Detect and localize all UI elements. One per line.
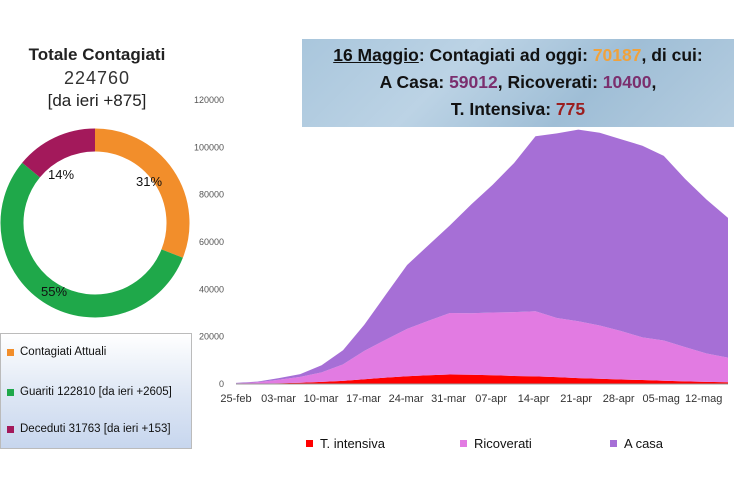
legend-swatch-guariti — [7, 388, 14, 396]
x-tick-label: 12-mag — [685, 393, 722, 405]
x-tick-label: 14-apr — [518, 393, 550, 405]
headline-current-value: 70187 — [592, 45, 642, 65]
y-tick-label: 40000 — [199, 284, 224, 294]
chart-legend-label-a-casa: A casa — [624, 436, 664, 451]
y-tick-label: 80000 — [199, 190, 224, 200]
chart-legend-swatch-t-intensiva — [306, 440, 313, 447]
headline-hosp-suffix: , — [651, 72, 657, 92]
x-tick-label: 24-mar — [389, 393, 424, 405]
area-chart: 0 20000 40000 60000 80000 100000 120000 25-feb 0… — [194, 95, 728, 451]
summary-panel: Totale Contagiati 224760 [da ieri +875] — [0, 44, 194, 112]
x-tick-label: 21-apr — [560, 393, 592, 405]
headline-line-1: 16 Maggio: Contagiati ad oggi: 70187, di… — [302, 42, 734, 69]
headline-home-label: A Casa: — [379, 72, 450, 92]
x-tick-label: 17-mar — [346, 393, 381, 405]
legend-label-contagiati: Contagiati Attuali — [20, 346, 107, 358]
donut-legend: Contagiati Attuali Guariti 122810 [da ie… — [0, 333, 192, 449]
headline-banner: 16 Maggio: Contagiati ad oggi: 70187, di… — [302, 39, 734, 127]
headline-line-2: A Casa: 59012, Ricoverati: 10400, — [302, 69, 734, 96]
area-series-a-casa — [236, 129, 728, 384]
donut-slice-contagiati-attuali — [94, 128, 190, 258]
headline-line-3: T. Intensiva: 775 — [302, 96, 734, 123]
legend-swatch-deceduti — [7, 425, 14, 433]
x-tick-label: 25-feb — [220, 393, 251, 405]
legend-item-guariti: Guariti 122810 [da ieri +2605] — [7, 386, 172, 398]
legend-label-deceduti: Deceduti 31763 [da ieri +153] — [20, 423, 171, 435]
donut-label-deceduti: 14% — [48, 167, 74, 182]
y-tick-label: 100000 — [194, 142, 224, 152]
headline-current-suffix: , di cui: — [641, 45, 703, 65]
donut-label-contagiati-attuali: 31% — [136, 174, 162, 189]
summary-title: Totale Contagiati — [28, 45, 166, 64]
headline-current-label: : Contagiati ad oggi: — [418, 45, 593, 65]
y-tick-label: 0 — [219, 379, 224, 389]
donut-label-guariti: 55% — [41, 284, 67, 299]
y-tick-label: 60000 — [199, 237, 224, 247]
donut-slice-guariti — [0, 162, 183, 318]
legend-item-deceduti: Deceduti 31763 [da ieri +153] — [7, 423, 171, 435]
headline-icu-label: T. Intensiva: — [450, 99, 556, 119]
headline-date: 16 Maggio — [333, 45, 419, 65]
legend-swatch-contagiati — [7, 348, 14, 356]
headline-hosp-value: 10400 — [602, 72, 652, 92]
chart-legend-label-ricoverati: Ricoverati — [474, 436, 532, 451]
area-series-t-intensiva — [236, 374, 728, 384]
area-series-ricoverati — [236, 311, 728, 384]
donut-slice-deceduti — [22, 128, 96, 178]
x-tick-label: 28-apr — [603, 393, 635, 405]
chart-legend-swatch-ricoverati — [460, 440, 467, 447]
summary-delta: [da ieri +875] — [47, 91, 147, 110]
y-tick-label: 20000 — [199, 332, 224, 342]
x-tick-label: 31-mar — [431, 393, 466, 405]
x-tick-label: 03-mar — [261, 393, 296, 405]
summary-total: 224760 — [63, 68, 131, 88]
donut-chart: 31% 55% 14% — [0, 128, 190, 318]
x-tick-label: 10-mar — [304, 393, 339, 405]
headline-hosp-label: , Ricoverati: — [497, 72, 603, 92]
chart-legend-label-t-intensiva: T. intensiva — [320, 436, 386, 451]
x-tick-label: 07-apr — [475, 393, 507, 405]
x-tick-label: 05-mag — [643, 393, 680, 405]
headline-home-value: 59012 — [449, 72, 498, 92]
legend-label-guariti: Guariti 122810 [da ieri +2605] — [20, 386, 172, 398]
headline-icu-value: 775 — [555, 99, 586, 119]
chart-legend-swatch-a-casa — [610, 440, 617, 447]
legend-item-contagiati: Contagiati Attuali — [7, 346, 106, 358]
y-tick-label: 120000 — [194, 95, 224, 105]
